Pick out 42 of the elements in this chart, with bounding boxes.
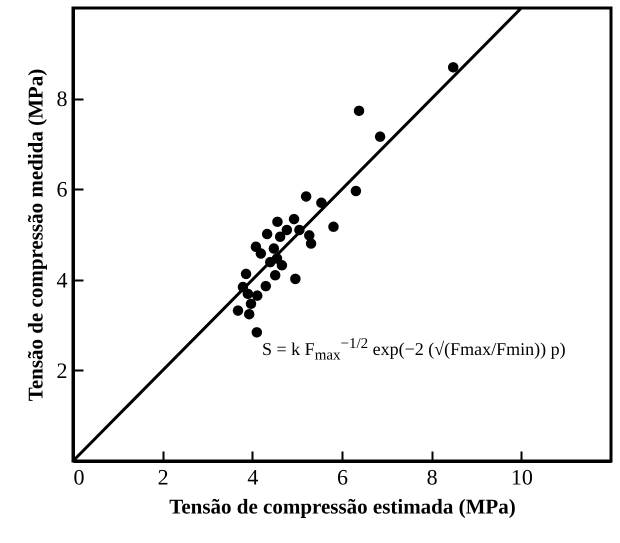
point — [294, 224, 305, 236]
x-tick-label: 6 — [337, 464, 348, 490]
point — [242, 288, 254, 300]
point — [282, 224, 292, 236]
y-axis-title: Tensão de compressão medida (MPa) — [24, 68, 48, 402]
y-tick-label: 6 — [56, 176, 68, 202]
point — [274, 232, 286, 242]
point — [272, 253, 282, 264]
point — [232, 305, 244, 316]
x-tick-label: 10 — [510, 464, 533, 490]
x-tick-label: 4 — [247, 464, 258, 490]
point — [316, 198, 327, 208]
point — [306, 238, 316, 249]
x-tick-label: 8 — [426, 464, 438, 490]
y-tick-label: 8 — [56, 86, 68, 112]
point — [374, 131, 386, 142]
point — [246, 298, 256, 310]
point — [262, 228, 272, 240]
point — [256, 248, 266, 259]
y-tick-label: 2 — [56, 358, 68, 383]
point — [300, 191, 312, 202]
point — [448, 62, 458, 73]
point — [328, 222, 339, 232]
annotation: S = k F$_{max}$$^{−1/2}$ exp(−2 (√(Fmax/Fmin)) p) — [262, 336, 566, 365]
point — [252, 290, 263, 301]
point — [240, 268, 252, 280]
point — [270, 270, 280, 281]
x-tick-label: 2 — [158, 464, 169, 490]
point — [250, 241, 262, 252]
point — [304, 230, 315, 241]
point — [350, 186, 362, 196]
point — [244, 308, 254, 320]
point — [354, 106, 364, 116]
y-tick-label: 4 — [56, 267, 68, 292]
point — [252, 327, 262, 338]
x-axis-title: Tensão de compressão estimada (MPa) — [169, 494, 516, 518]
point — [272, 216, 283, 228]
point — [288, 214, 300, 224]
point — [268, 243, 280, 254]
x-tick-label: 0 — [74, 464, 84, 490]
point — [260, 280, 272, 292]
point — [290, 274, 301, 284]
